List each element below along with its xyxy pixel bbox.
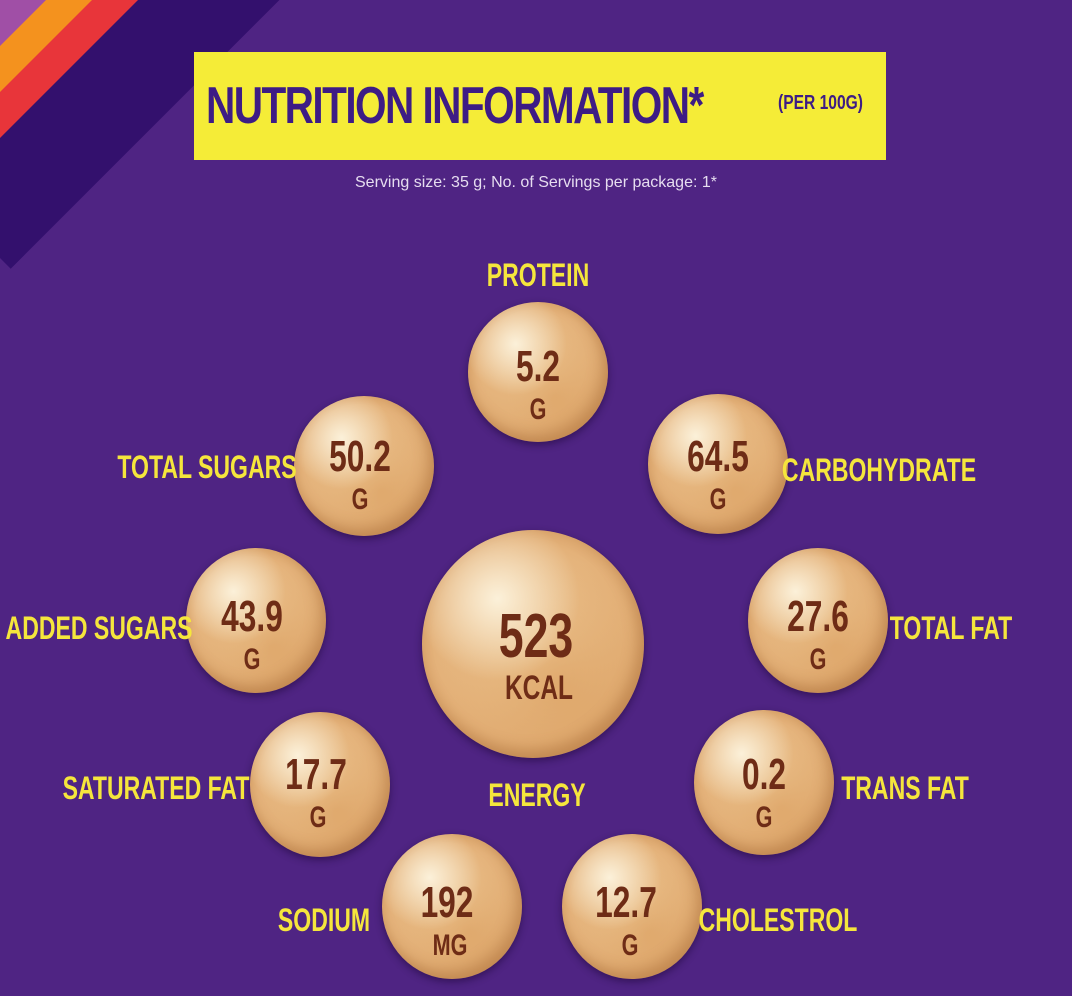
header-banner: NUTRITION INFORMATION* (PER 100G) <box>194 52 886 160</box>
total-fat-label: TOTAL FAT <box>889 610 1013 646</box>
total-fat-unit: G <box>809 643 827 676</box>
added-sugars-label: ADDED SUGARS <box>5 610 193 646</box>
cholestrol-ball <box>562 834 702 979</box>
carbohydrate-ball <box>648 394 788 534</box>
added-sugars-ball <box>186 548 326 693</box>
saturated-fat-value: 17.7 <box>285 750 347 799</box>
protein-unit: G <box>529 393 547 426</box>
energy-label: ENERGY <box>488 777 586 813</box>
page-title: NUTRITION INFORMATION* <box>206 77 704 135</box>
total-fat-ball <box>748 548 888 693</box>
energy-value: 523 <box>498 602 574 671</box>
page-subtitle: (PER 100G) <box>778 92 863 114</box>
total-sugars-value: 50.2 <box>329 432 391 481</box>
saturated-fat-unit: G <box>309 801 327 834</box>
cholestrol-label: CHOLESTROL <box>698 902 858 938</box>
trans-fat-label: TRANS FAT <box>841 770 969 806</box>
total-sugars-ball <box>294 396 434 536</box>
sodium-label: SODIUM <box>277 902 371 938</box>
total-sugars-unit: G <box>351 483 369 516</box>
saturated-fat-ball <box>250 712 390 857</box>
carbohydrate-unit: G <box>709 483 727 516</box>
saturated-fat-label: SATURATED FAT <box>62 770 250 806</box>
protein-ball <box>468 302 608 442</box>
trans-fat-unit: G <box>755 801 773 834</box>
total-fat-value: 27.6 <box>787 592 849 641</box>
protein-value: 5.2 <box>515 342 561 391</box>
added-sugars-unit: G <box>243 643 261 676</box>
sodium-unit: MG <box>432 929 468 962</box>
energy-unit: KCAL <box>505 669 573 707</box>
cholestrol-unit: G <box>621 929 639 962</box>
sodium-ball <box>382 834 522 979</box>
added-sugars-value: 43.9 <box>221 592 283 641</box>
cholestrol-value: 12.7 <box>595 878 657 927</box>
protein-label: PROTEIN <box>486 257 590 293</box>
carbohydrate-value: 64.5 <box>687 432 749 481</box>
total-sugars-label: TOTAL SUGARS <box>117 449 297 485</box>
trans-fat-ball <box>694 710 834 855</box>
carbohydrate-label: CARBOHYDRATE <box>781 452 977 488</box>
sodium-value: 192 <box>420 878 474 927</box>
serving-info: Serving size: 35 g; No. of Servings per … <box>355 174 717 191</box>
trans-fat-value: 0.2 <box>741 750 787 799</box>
energy-ball <box>422 530 644 758</box>
